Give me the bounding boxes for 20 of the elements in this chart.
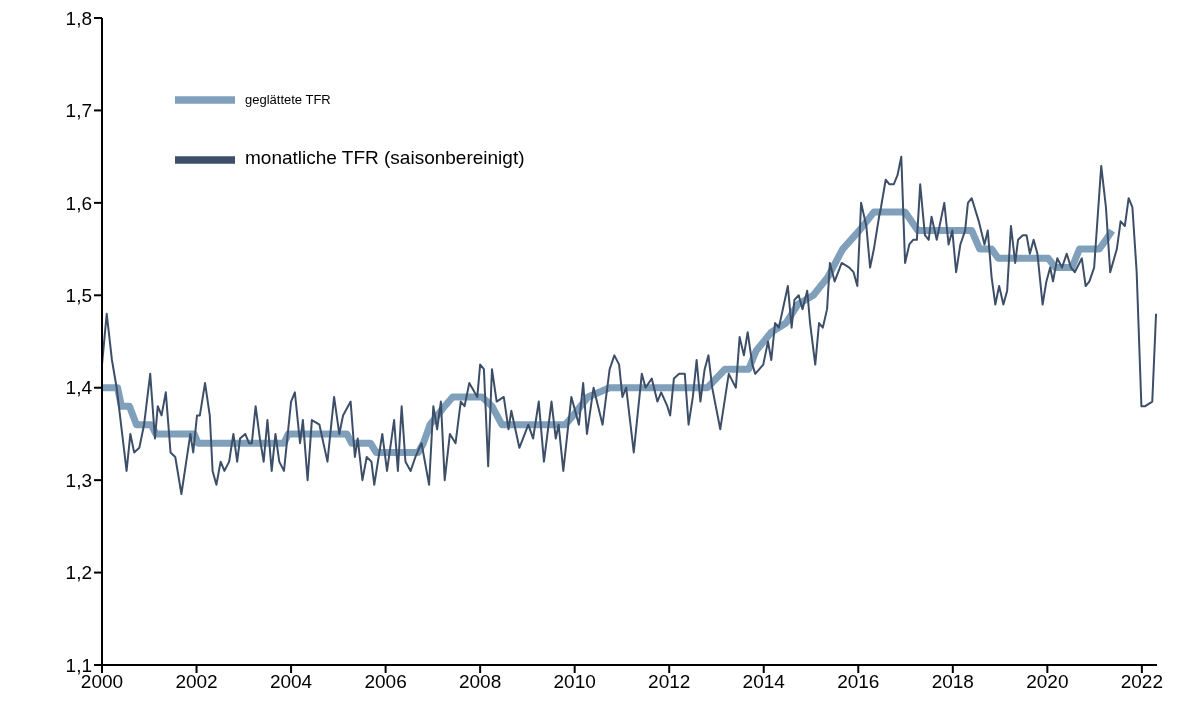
y-tick-label: 1,7 (65, 100, 92, 122)
x-tick-label: 2012 (648, 671, 691, 693)
y-tick-label: 1,2 (65, 562, 92, 584)
x-tick-label: 2018 (931, 671, 974, 693)
y-tick-label: 1,8 (65, 7, 92, 29)
x-tick-label: 2008 (459, 671, 502, 693)
legend-label: geglättete TFR (245, 92, 331, 108)
x-tick-label: 2020 (1026, 671, 1069, 693)
y-tick-label: 1,5 (65, 285, 92, 307)
y-tick-label: 1,4 (65, 377, 93, 399)
x-tick-label: 2016 (837, 671, 880, 693)
x-tick-label: 2014 (742, 671, 786, 693)
x-tick-label: 2010 (553, 671, 596, 693)
legend-label: monatliche TFR (saisonbereinigt) (245, 147, 525, 169)
y-tick-label: 1,6 (65, 192, 92, 214)
x-tick-label: 2022 (1120, 671, 1164, 693)
x-tick-label: 2002 (175, 671, 218, 693)
x-tick-label: 2004 (269, 671, 313, 693)
x-tick-label: 2006 (364, 671, 407, 693)
y-tick-label: 1,3 (65, 469, 92, 491)
